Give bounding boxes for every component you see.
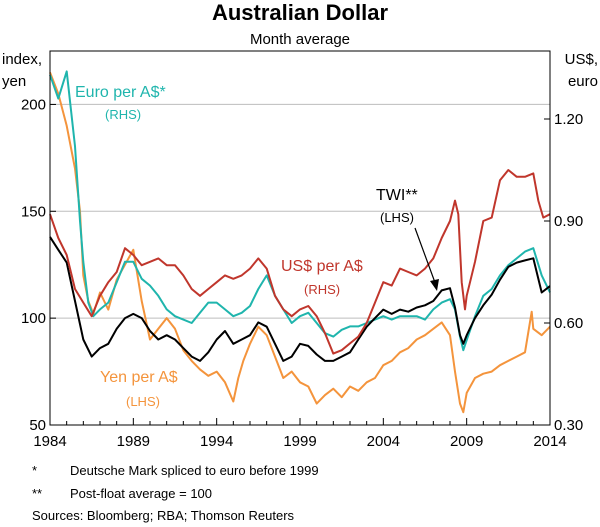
right-axis-label-line1: US$,	[565, 51, 598, 68]
series-line-yen-per-a	[49, 72, 551, 414]
usd-annotation-axis: (RHS)	[304, 282, 340, 297]
left-axis-label-line2: yen	[2, 73, 26, 90]
x-tick-label: 1989	[117, 433, 150, 450]
x-tick-label: 2009	[450, 433, 483, 450]
left-tick-label: 50	[29, 417, 46, 434]
x-tick-label: 1994	[200, 433, 233, 450]
right-tick-label: 0.90	[554, 213, 583, 230]
yen-annotation: Yen per A$	[100, 369, 178, 386]
footnote-1: * Deutsche Mark spliced to euro before 19…	[32, 463, 319, 478]
chart-title: Australian Dollar	[212, 0, 388, 25]
left-tick-label: 100	[21, 310, 46, 327]
twi-annotation-axis: (LHS)	[380, 210, 414, 225]
x-tick-label: 1999	[283, 433, 316, 450]
footnote-2-mark: **	[32, 486, 43, 501]
chart-subtitle: Month average	[250, 31, 350, 48]
usd-annotation: US$ per A$	[281, 258, 363, 275]
twi-arrow-head	[430, 279, 439, 291]
grid	[50, 103, 550, 319]
right-tick-label: 0.30	[554, 417, 583, 434]
yen-annotation-axis: (LHS)	[126, 394, 160, 409]
footnote-1-text: Deutsche Mark spliced to euro before 199…	[70, 463, 319, 478]
x-tick-label: 1984	[33, 433, 66, 450]
right-axis-label-line2: euro	[568, 73, 598, 90]
series-line-us-per-a	[49, 169, 551, 355]
twi-arrow-line	[414, 227, 438, 289]
left-tick-label: 150	[21, 203, 46, 220]
ticks-group: 50 100 150 200 0.30 0.60 0.90 1.20 1984 1989 1994 1…	[21, 96, 583, 450]
footnote-2-text: Post-float average = 100	[70, 486, 213, 501]
euro-annotation: Euro per A$*	[75, 84, 166, 101]
footnote-2: ** Post-float average = 100	[32, 486, 212, 501]
right-tick-label: 0.60	[554, 315, 583, 332]
series-group	[49, 70, 551, 414]
euro-annotation-axis: (RHS)	[105, 107, 141, 122]
twi-annotation: TWI**	[376, 187, 418, 204]
right-tick-label: 1.20	[554, 111, 583, 128]
x-tick-label: 2004	[367, 433, 400, 450]
left-axis-label-line1: index,	[2, 51, 42, 68]
left-tick-label: 200	[21, 96, 46, 113]
series-line-twi	[49, 236, 551, 362]
series-line-euro-per-a	[49, 70, 551, 352]
sources: Sources: Bloomberg; RBA; Thomson Reuters	[32, 508, 295, 523]
x-tick-label: 2014	[533, 433, 566, 450]
footnote-1-mark: *	[32, 463, 38, 478]
